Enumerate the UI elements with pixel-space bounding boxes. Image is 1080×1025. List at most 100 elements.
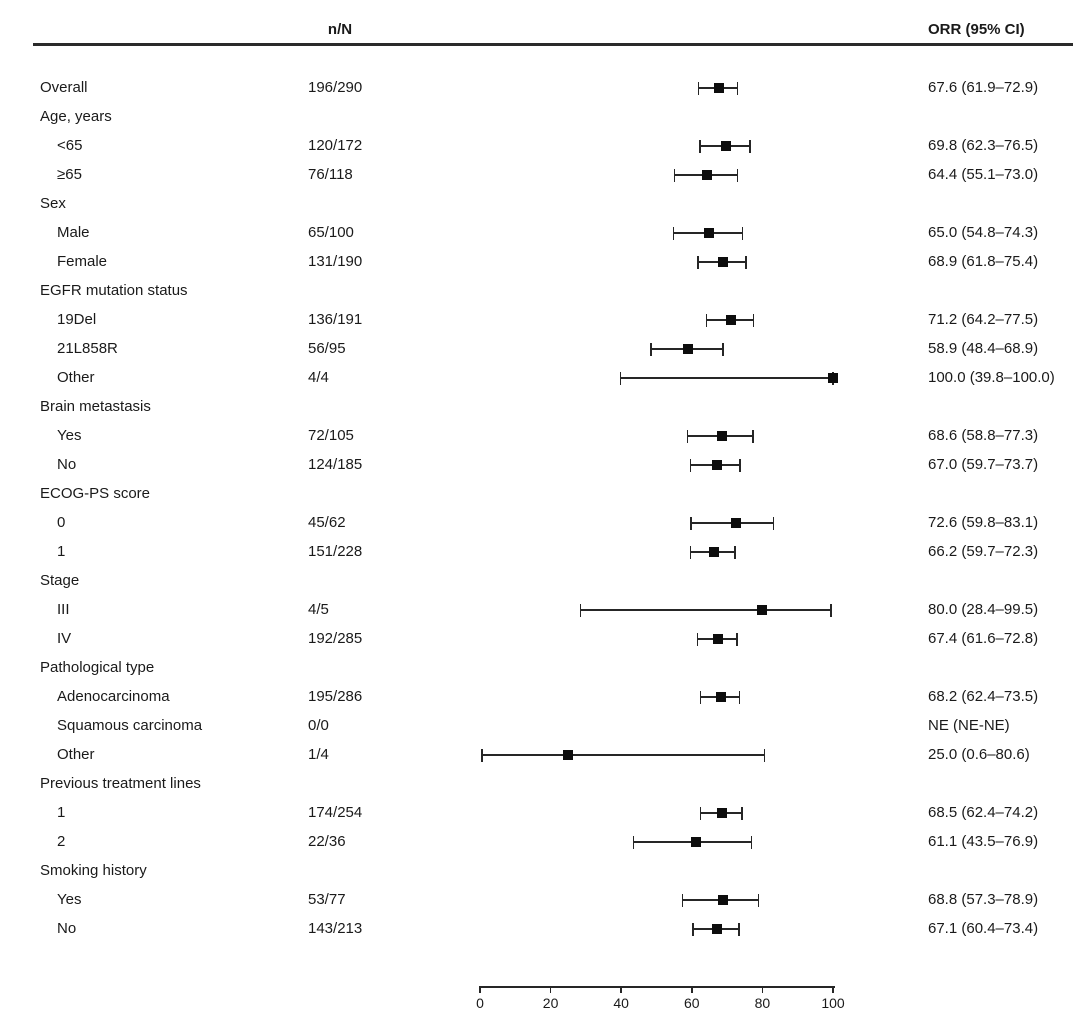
x-axis-line [480, 986, 835, 988]
x-axis-tick [479, 986, 481, 993]
ci-upper-cap [752, 429, 754, 443]
ci-lower-cap [579, 603, 581, 617]
orr-ci-value: 25.0 (0.6–80.6) [928, 746, 1030, 763]
point-estimate-marker [726, 315, 737, 325]
ci-lower-cap [672, 226, 675, 240]
ci-lower-cap [619, 371, 622, 385]
ci-upper-cap [749, 139, 751, 153]
subgroup-label: No [57, 456, 77, 473]
ci-upper-cap [752, 313, 755, 327]
orr-ci-value: 66.2 (59.7–72.3) [928, 543, 1039, 560]
ci-lower-cap [689, 545, 692, 559]
x-axis-tick-label: 20 [542, 995, 559, 1011]
ci-lower-cap [697, 255, 699, 269]
ci-lower-cap [699, 806, 702, 820]
ci-upper-cap [736, 81, 739, 95]
group-label: ECOG-PS score [40, 485, 151, 502]
subgroup-label: 1 [57, 804, 66, 821]
point-estimate-marker [712, 634, 723, 644]
point-estimate-marker [731, 518, 742, 528]
x-axis-tick [549, 986, 552, 993]
group-label: EGFR mutation status [40, 282, 188, 299]
point-estimate-marker [721, 141, 732, 151]
orr-ci-value: 80.0 (28.4–99.5) [928, 601, 1039, 618]
x-axis-tick-label: 40 [613, 995, 629, 1011]
ci-upper-cap [763, 748, 766, 762]
point-estimate-marker [717, 431, 728, 441]
n-over-N-value: 45/62 [308, 514, 346, 531]
orr-ci-value: 68.2 (62.4–73.5) [928, 688, 1039, 705]
subgroup-label: 1 [57, 543, 66, 560]
group-label: Brain metastasis [40, 398, 151, 415]
ci-lower-cap [699, 690, 702, 704]
ci-upper-cap [736, 632, 738, 646]
orr-ci-value: 68.9 (61.8–75.4) [928, 253, 1039, 270]
n-over-N-value: 174/254 [308, 804, 363, 821]
ci-lower-cap [681, 893, 684, 907]
subgroup-label: Male [57, 224, 90, 241]
ci-upper-cap [830, 603, 832, 617]
group-label: Smoking history [40, 862, 147, 879]
n-over-N-value: 56/95 [308, 340, 346, 357]
ci-upper-cap [738, 922, 740, 936]
ci-upper-cap [734, 545, 736, 559]
orr-ci-value: 58.9 (48.4–68.9) [928, 340, 1039, 357]
n-over-N-value: 131/190 [308, 253, 363, 270]
n-over-N-value: 4/4 [308, 369, 329, 386]
orr-ci-value: 69.8 (62.3–76.5) [928, 137, 1039, 154]
point-estimate-marker [757, 605, 768, 615]
n-over-N-value: 151/228 [308, 543, 363, 560]
subgroup-label: Yes [57, 427, 82, 444]
orr-ci-value: 67.0 (59.7–73.7) [928, 456, 1039, 473]
n-over-N-value: 1/4 [308, 746, 329, 763]
group-label: Pathological type [40, 659, 155, 676]
ci-lower-cap [692, 922, 694, 936]
orr-ci-value: 65.0 (54.8–74.3) [928, 224, 1039, 241]
point-estimate-marker [716, 808, 727, 818]
ci-lower-cap [699, 139, 701, 153]
subgroup-label: Squamous carcinoma [57, 717, 203, 734]
point-estimate-marker [718, 257, 729, 267]
n-over-N-value: 65/100 [308, 224, 354, 241]
group-label: Sex [40, 195, 66, 212]
n-over-N-value: 120/172 [308, 137, 363, 154]
subgroup-label: 19Del [57, 311, 97, 328]
point-estimate-marker [717, 895, 728, 905]
point-estimate-marker [563, 750, 574, 760]
group-label: Overall [40, 79, 88, 96]
orr-ci-value: 67.1 (60.4–73.4) [928, 920, 1039, 937]
group-label: Previous treatment lines [40, 775, 201, 792]
subgroup-label: Adenocarcinoma [57, 688, 170, 705]
ci-upper-cap [757, 893, 760, 907]
point-estimate-marker [711, 924, 722, 934]
n-over-N-value: 72/105 [308, 427, 354, 444]
n-over-N-value: 143/213 [308, 920, 363, 937]
orr-ci-value: 100.0 (39.8–100.0) [928, 369, 1055, 386]
ci-upper-cap [738, 690, 741, 704]
ci-lower-cap [686, 429, 689, 443]
ci-lower-cap [689, 458, 692, 472]
confidence-interval-line [482, 754, 765, 756]
n-over-N-value: 192/285 [308, 630, 363, 647]
orr-ci-value: 68.5 (62.4–74.2) [928, 804, 1039, 821]
orr-ci-value: 72.6 (59.8–83.1) [928, 514, 1039, 531]
ci-upper-cap [750, 835, 753, 849]
n-over-N-value: 0/0 [308, 717, 329, 734]
orr-ci-value: 61.1 (43.5–76.9) [928, 833, 1039, 850]
ci-upper-cap [745, 255, 747, 269]
n-over-N-value: 76/118 [308, 166, 353, 183]
ci-upper-cap [722, 342, 724, 356]
orr-ci-value: 68.6 (58.8–77.3) [928, 427, 1039, 444]
ci-lower-cap [696, 632, 699, 646]
confidence-interval-line [620, 377, 833, 379]
n-over-N-value: 196/290 [308, 79, 363, 96]
ci-lower-cap [673, 168, 676, 182]
n-over-N-value: 53/77 [308, 891, 346, 908]
subgroup-label: ≥65 [57, 166, 82, 183]
subgroup-label: 0 [57, 514, 66, 531]
x-axis-tick-label: 100 [821, 995, 845, 1011]
x-axis-tick [832, 986, 834, 993]
point-estimate-marker [690, 837, 701, 847]
ci-upper-cap [772, 516, 775, 530]
subgroup-label: Yes [57, 891, 82, 908]
